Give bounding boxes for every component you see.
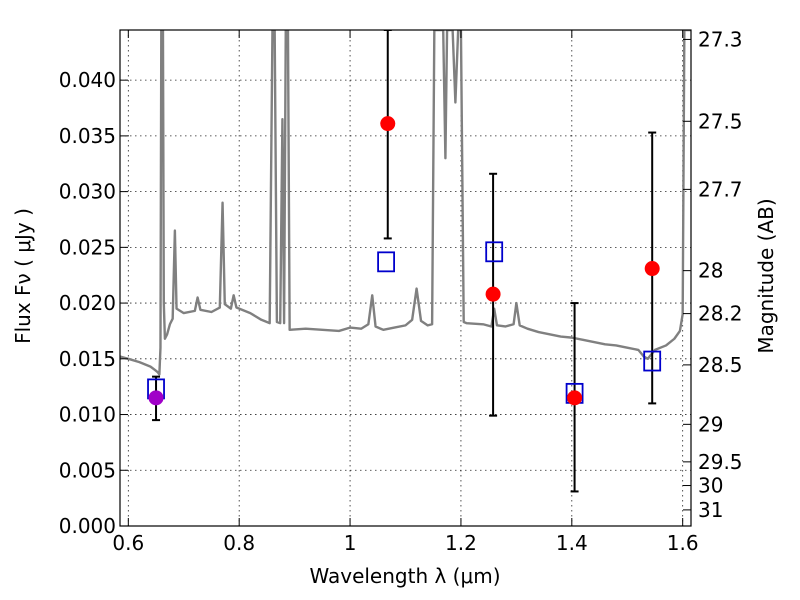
model-photometry-marker (643, 350, 662, 372)
x-tick-label: 0.6 (112, 531, 144, 555)
y-tick-label: 0.035 (59, 124, 116, 148)
axes: 0.6 0.8 1 1.2 1.4 1.6 0.000 0.005 0.010 0.015 0.02… (59, 27, 743, 555)
observed-flux-point (485, 286, 501, 302)
grid-lines (120, 30, 691, 527)
y-tick-label: 0.000 (59, 514, 116, 538)
model-photometry-marker (485, 241, 504, 263)
mag-tick-label: 27.7 (698, 177, 743, 201)
observed-flux-point (148, 390, 164, 406)
plot-frame (119, 29, 692, 527)
mag-tick-label: 28.5 (698, 353, 743, 377)
mag-tick-label: 28 (698, 259, 723, 283)
x-tick-label: 0.8 (223, 531, 255, 555)
observed-flux-point (380, 116, 396, 132)
y-tick-label: 0.030 (59, 180, 116, 204)
x-tick-label: 1.6 (667, 531, 699, 555)
y-tick-label: 0.040 (59, 68, 116, 92)
x-axis-label: Wavelength λ (μm) (309, 564, 500, 588)
mag-tick-label: 31 (698, 498, 723, 522)
x-tick-label: 1 (344, 531, 357, 555)
mag-tick-label: 27.5 (698, 109, 743, 133)
model-spectrum-line (120, 30, 691, 376)
y-axis-label: Flux Fν ( μJy ) (11, 208, 35, 344)
y-tick-label: 0.010 (59, 403, 116, 427)
plot-area (120, 30, 691, 493)
x-tick-label: 1.2 (445, 531, 477, 555)
observed-flux-point (567, 390, 583, 406)
mag-tick-label: 27.3 (698, 27, 743, 51)
observed-flux-point (644, 261, 660, 277)
y-tick-label: 0.015 (59, 347, 116, 371)
mag-tick-label: 29 (698, 412, 723, 436)
mag-tick-label: 29.5 (698, 450, 743, 474)
mag-tick-label: 28.2 (698, 302, 743, 326)
mag-tick-label: 30 (698, 474, 723, 498)
y-tick-label: 0.005 (59, 458, 116, 482)
y-tick-label: 0.020 (59, 291, 116, 315)
model-photometry-marker (377, 251, 395, 273)
x-tick-label: 1.4 (556, 531, 588, 555)
y2-axis-label: Magnitude (AB) (754, 198, 778, 353)
y-tick-label: 0.025 (59, 235, 116, 259)
